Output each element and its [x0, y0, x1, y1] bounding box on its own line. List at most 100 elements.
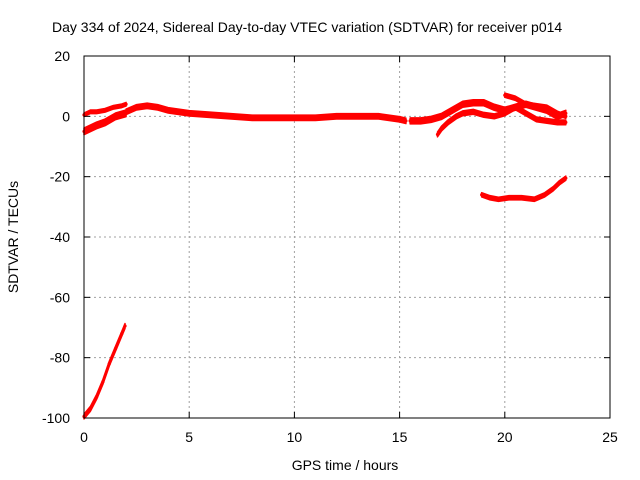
data-point	[555, 111, 560, 115]
y-tick-label: 20	[54, 48, 70, 64]
y-tick-label: -100	[42, 410, 70, 426]
data-point	[496, 197, 501, 201]
y-tick-label: -60	[50, 289, 70, 305]
data-point	[492, 105, 496, 109]
data-point	[555, 120, 560, 124]
data-point	[120, 331, 124, 336]
data-point	[545, 119, 549, 123]
data-point	[107, 362, 111, 366]
data-point	[95, 395, 99, 399]
data-point	[454, 114, 459, 118]
data-point	[313, 116, 318, 120]
data-point	[471, 110, 475, 114]
data-point	[95, 110, 99, 114]
series-arc-negative-evening	[480, 175, 568, 203]
x-tick-label: 5	[185, 429, 193, 445]
series-layer	[82, 92, 568, 420]
data-point	[513, 96, 517, 100]
y-tick-label: 0	[62, 108, 70, 124]
data-point	[557, 181, 562, 185]
data-point	[524, 102, 528, 106]
series-arc-upper-morning	[82, 101, 128, 118]
data-point	[404, 119, 408, 123]
x-tick-label: 15	[392, 429, 408, 445]
data-point	[488, 196, 492, 200]
data-point	[450, 108, 454, 112]
data-point	[480, 193, 484, 197]
data-point	[440, 114, 444, 118]
data-point	[166, 108, 170, 112]
data-point	[113, 114, 118, 118]
series-arc-steep-rise	[82, 322, 127, 420]
x-tick-label: 10	[287, 429, 303, 445]
data-point	[513, 105, 517, 109]
series-arc-evening-2	[435, 104, 568, 138]
data-point	[471, 101, 475, 105]
data-point	[564, 120, 568, 124]
ticks	[83, 55, 611, 419]
data-point	[145, 104, 149, 108]
data-point	[398, 117, 402, 121]
data-point	[88, 126, 92, 130]
data-point	[101, 380, 105, 384]
data-point	[419, 119, 423, 123]
y-tick-label: -40	[50, 229, 70, 245]
data-point	[120, 104, 124, 108]
data-point	[429, 117, 433, 121]
series-arc-evening-3	[503, 92, 568, 120]
data-point	[156, 105, 160, 109]
series-band	[83, 322, 126, 420]
data-point	[124, 102, 128, 106]
data-point	[135, 105, 139, 109]
data-point	[113, 347, 118, 351]
series-band	[125, 102, 407, 125]
data-point	[376, 114, 381, 118]
data-point	[88, 407, 92, 411]
data-point	[543, 193, 547, 197]
data-point	[440, 126, 444, 130]
data-point	[88, 110, 92, 114]
data-point	[461, 111, 465, 115]
series-band	[436, 104, 567, 138]
data-point	[123, 324, 127, 328]
data-point	[503, 111, 507, 115]
data-point	[534, 117, 538, 121]
data-point	[334, 114, 339, 118]
data-point	[229, 114, 233, 118]
data-point	[446, 120, 450, 124]
data-point	[461, 102, 465, 106]
data-point	[492, 114, 496, 118]
data-point	[564, 114, 568, 118]
data-point	[524, 111, 528, 115]
data-point	[408, 119, 412, 123]
chart-title: Day 334 of 2024, Sidereal Day-to-day VTE…	[52, 19, 562, 35]
data-point	[435, 132, 440, 137]
data-point	[551, 187, 555, 191]
data-point	[124, 110, 128, 114]
tick-labels: 0 5 10 15 20 25 -100 -80 -60 -40 -20 0 20	[42, 48, 618, 445]
x-tick-label: 25	[602, 429, 618, 445]
data-point	[507, 196, 511, 200]
x-tick-label: 20	[497, 429, 513, 445]
data-point	[482, 113, 486, 117]
y-tick-label: -20	[50, 169, 70, 185]
data-point	[520, 196, 524, 200]
y-tick-label: -80	[50, 350, 70, 366]
data-point	[111, 105, 116, 109]
data-point	[271, 116, 275, 120]
data-point	[355, 114, 360, 118]
y-axis-label: SDTVAR / TECUs	[5, 181, 21, 293]
data-point	[534, 104, 538, 108]
data-point	[187, 111, 191, 115]
series-arc-main	[124, 102, 408, 125]
x-tick-label: 0	[80, 429, 88, 445]
data-point	[564, 176, 568, 180]
data-point	[103, 120, 107, 124]
x-axis-label: GPS time / hours	[292, 457, 399, 473]
data-point	[482, 101, 486, 105]
data-point	[532, 197, 536, 201]
data-point	[103, 108, 107, 112]
data-point	[250, 116, 254, 120]
